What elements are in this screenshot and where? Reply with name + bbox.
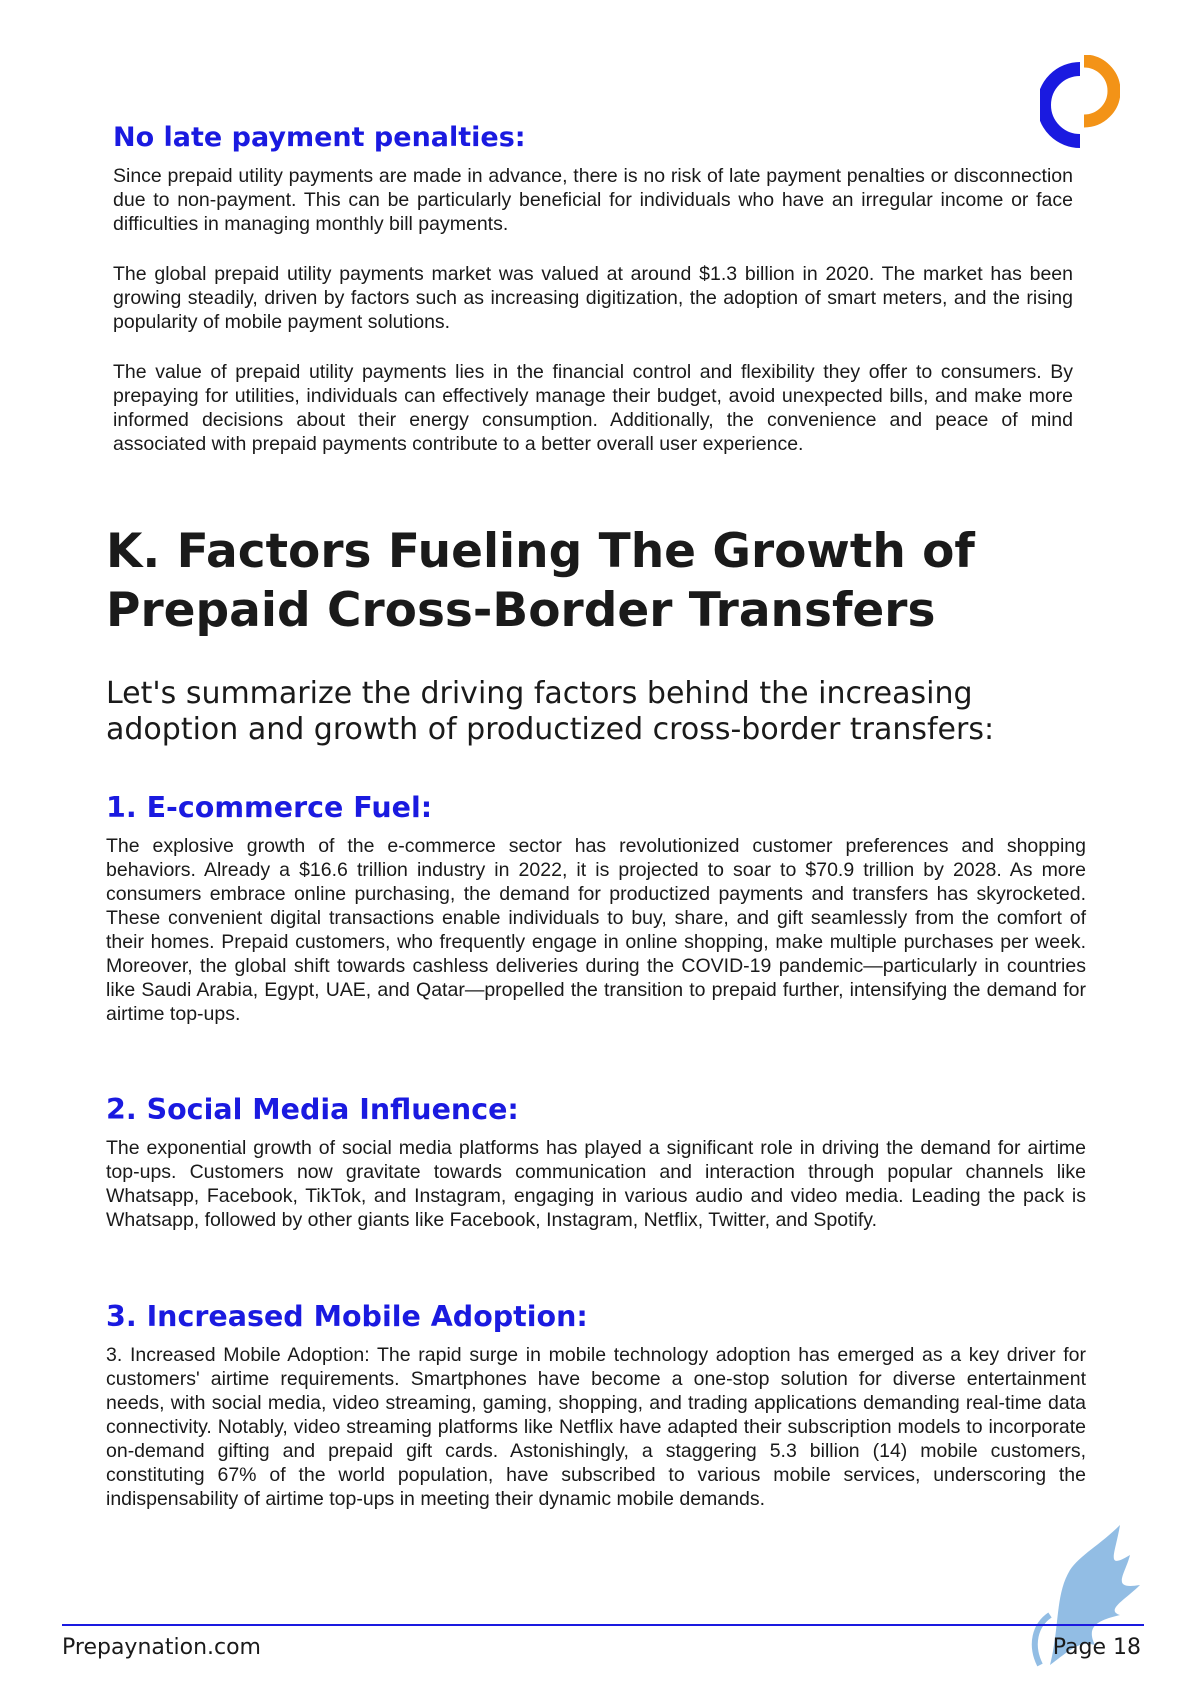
no-late-penalties-paragraph: Since prepaid utility payments are made … [113,165,1073,235]
market-value-paragraph: The global prepaid utility payments mark… [113,263,1073,333]
factor-ecommerce-heading: 1. E-commerce Fuel: [106,791,433,824]
factor-social-media-heading: 2. Social Media Influence: [106,1093,519,1126]
factor-mobile-adoption-text: 3. Increased Mobile Adoption: The rapid … [106,1344,1086,1510]
footer-divider [62,1624,1144,1626]
section-k-title: K. Factors Fueling The Growth of Prepaid… [106,522,1106,640]
watermark-bird-icon [1031,1525,1140,1667]
factor-mobile-adoption: 3. Increased Mobile Adoption: 3. Increas… [106,1297,1086,1511]
section-k-title-line2: Prepaid Cross-Border Transfers [106,583,936,638]
section-k-title-line1: K. Factors Fueling The Growth of [106,524,975,579]
section-k-lead-line2: adoption and growth of productized cross… [106,712,995,747]
footer-site: Prepaynation.com [62,1635,261,1660]
factor-social-media-text: The exponential growth of social media p… [106,1137,1086,1231]
no-late-penalties-section: No late payment penalties: Since prepaid… [113,118,1073,456]
value-paragraph: The value of prepaid utility payments li… [113,361,1073,455]
factor-mobile-adoption-heading: 3. Increased Mobile Adoption: [106,1300,588,1333]
section-k-lead-line1: Let's summarize the driving factors behi… [106,676,973,711]
section-k-lead: Let's summarize the driving factors behi… [106,676,1106,748]
factor-ecommerce-text: The explosive growth of the e-commerce s… [106,835,1086,1025]
factor-ecommerce: 1. E-commerce Fuel: The explosive growth… [106,788,1086,1026]
no-late-penalties-heading: No late payment penalties: [113,122,526,153]
footer-page-number: Page 18 [1052,1635,1141,1660]
factor-social-media: 2. Social Media Influence: The exponenti… [106,1090,1086,1232]
prepaynation-logo-icon [1040,55,1120,148]
